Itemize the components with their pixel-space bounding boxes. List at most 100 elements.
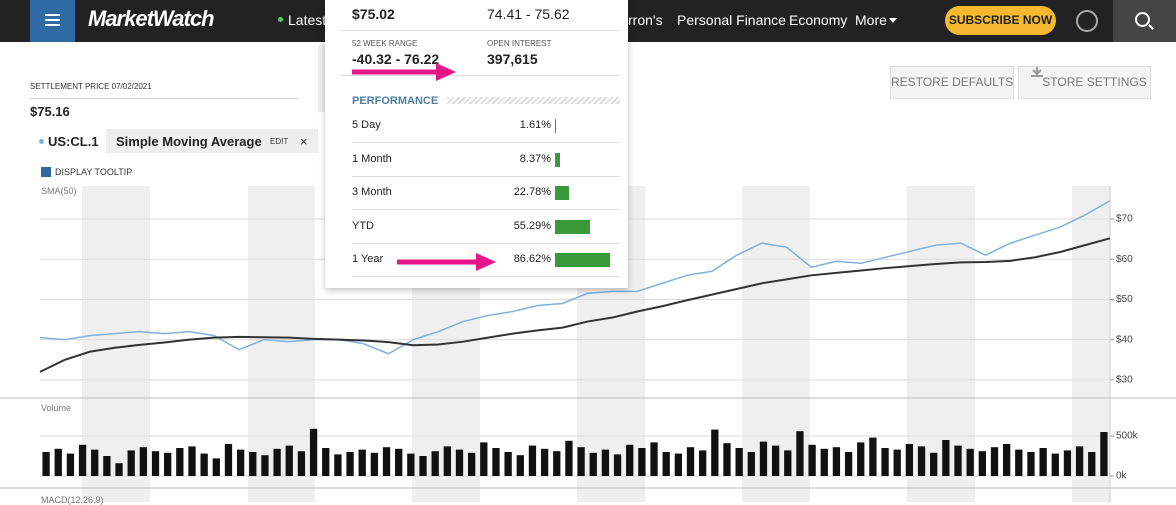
y-tick-label: $50 <box>1116 294 1133 305</box>
last-price: $75.02 <box>352 6 395 22</box>
volume-bar <box>1075 446 1084 476</box>
settlement-price: $75.16 <box>30 104 70 119</box>
volume-bar <box>103 456 111 476</box>
volume-bar <box>747 452 755 476</box>
perf-label: 3 Month <box>352 186 392 198</box>
volume-bar <box>650 442 658 476</box>
y-tick-label: $40 <box>1116 334 1133 345</box>
volume-bar <box>1039 448 1047 476</box>
perf-value: 55.29% <box>513 219 551 232</box>
volume-bar <box>686 447 695 476</box>
nav-item[interactable]: Personal Finance <box>677 12 786 28</box>
perf-bar <box>555 119 556 133</box>
volume-bar <box>322 448 330 476</box>
volume-bar <box>881 448 889 476</box>
volume-bar <box>115 463 123 476</box>
study-name: Simple Moving Average <box>116 134 262 149</box>
volume-bar <box>176 448 184 476</box>
macd-label: MACD(12,26,9) <box>41 495 104 505</box>
study-chip[interactable]: Simple Moving Average EDIT × <box>106 129 318 153</box>
perf-label: YTD <box>352 219 374 232</box>
caret <box>889 18 897 27</box>
perf-bar <box>555 219 590 234</box>
perf-bar <box>555 186 570 200</box>
volume-bar <box>382 447 391 476</box>
oi-value: 397,615 <box>487 51 538 67</box>
volume-bar <box>565 440 573 476</box>
y-tick-label: $60 <box>1116 254 1133 265</box>
volume-bar <box>844 452 853 476</box>
tooltip-label[interactable]: DISPLAY TOOLTIP <box>55 167 133 177</box>
volume-bar <box>613 454 622 476</box>
search-button[interactable] <box>1113 0 1176 42</box>
volume-bar <box>893 449 901 476</box>
volume-bar <box>407 453 415 476</box>
volume-bar <box>42 452 50 476</box>
range-label: 52 WEEK RANGE <box>352 39 418 48</box>
y-tick-label: 500k <box>1116 431 1139 442</box>
perf-label: 5 Day <box>352 119 381 131</box>
nav-item[interactable]: More <box>855 12 887 28</box>
perf-label: 1 Month <box>352 152 392 165</box>
perf-value: 22.78% <box>513 186 551 198</box>
logo[interactable]: MarketWatch <box>88 6 215 31</box>
volume-bar <box>91 449 99 476</box>
y-tick-label: $30 <box>1116 375 1133 386</box>
range-value: -40.32 - 76.22 <box>352 51 440 67</box>
divider <box>352 242 620 244</box>
divider <box>352 142 620 143</box>
volume-bar <box>966 448 974 476</box>
nav-item[interactable]: Latest <box>288 12 327 28</box>
perf-value: 86.62% <box>513 253 551 265</box>
restore-button[interactable]: RESTORE DEFAULTS <box>890 66 1014 99</box>
volume-bar <box>832 447 841 476</box>
volume-bar <box>54 448 62 476</box>
volume-bar <box>577 447 585 476</box>
settlement-label: SETTLEMENT PRICE 07/02/2021 <box>30 82 152 91</box>
volume-bar <box>212 458 220 476</box>
close-button[interactable]: × <box>300 134 308 149</box>
user-icon[interactable] <box>1076 10 1098 32</box>
download-icon <box>1031 67 1043 77</box>
volume-bar <box>942 440 950 476</box>
volume-bar <box>431 451 439 476</box>
line-series <box>39 237 1111 373</box>
oi-label: OPEN INTEREST <box>487 39 552 48</box>
volume-bar <box>662 452 670 476</box>
volume-bar <box>626 444 634 476</box>
performance-title: PERFORMANCE <box>352 95 439 107</box>
checkbox[interactable] <box>41 167 51 177</box>
volume-bar <box>395 448 403 476</box>
volume-label: Volume <box>41 403 72 413</box>
perf-bar <box>555 152 561 167</box>
volume-bar <box>699 450 707 476</box>
volume-bar <box>990 447 999 476</box>
volume-bar <box>784 450 792 476</box>
volume-bar <box>723 443 731 476</box>
volume-bar <box>236 449 245 476</box>
volume-bar <box>978 451 986 476</box>
divider <box>340 30 620 31</box>
volume-bar <box>1051 453 1059 476</box>
arrow <box>397 253 496 271</box>
nav-item[interactable]: Economy <box>789 12 848 28</box>
volume-bar <box>261 455 269 476</box>
volume-bar <box>492 448 500 476</box>
volume-bar <box>285 445 293 476</box>
volume-bar <box>297 451 306 476</box>
nav-item[interactable]: rron's <box>628 12 663 28</box>
volume-bar <box>917 446 926 476</box>
day-range: 74.41 - 75.62 <box>487 6 570 22</box>
volume-bar <box>1100 432 1108 476</box>
volume-bar <box>419 456 427 476</box>
menu-button[interactable] <box>30 0 75 42</box>
volume-bar <box>759 441 768 476</box>
divider <box>352 209 620 210</box>
live-dot <box>278 17 283 22</box>
perf-value: 1.61% <box>519 119 551 131</box>
edit-link[interactable]: EDIT <box>270 137 289 146</box>
volume-bar <box>188 446 196 476</box>
subscribe-button[interactable]: SUBSCRIBE NOW <box>945 6 1056 35</box>
volume-bar <box>346 452 354 476</box>
